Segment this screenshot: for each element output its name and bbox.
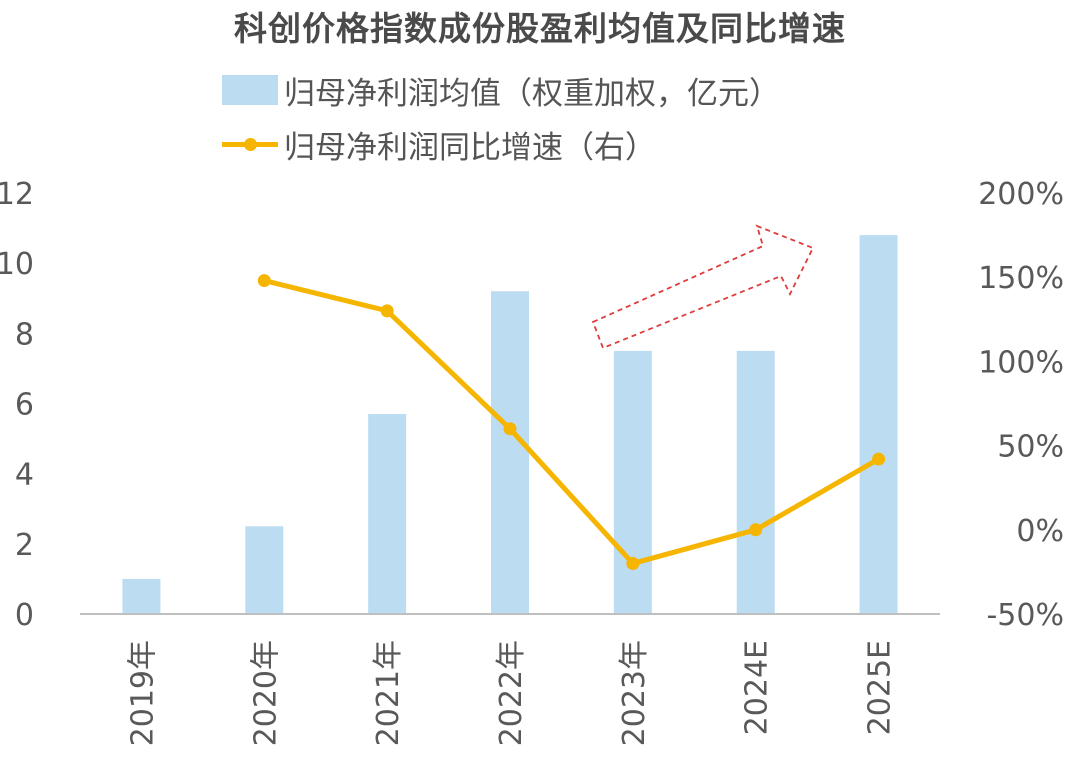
legend-item-bar: 归母净利润均值（权重加权，亿元）: [222, 68, 780, 112]
bar-2: [368, 414, 407, 614]
legend-bar-swatch: [222, 75, 278, 105]
bar-0: [122, 578, 161, 614]
y-right-tick-2: 50%: [997, 430, 1064, 465]
bar-6: [859, 235, 898, 614]
legend-item-line: 归母净利润同比增速（右）: [222, 122, 656, 166]
y-right-tick-4: 150%: [978, 261, 1064, 296]
line-point-5: [872, 452, 886, 466]
y-right-tick-3: 100%: [978, 345, 1064, 380]
x-tick-1: 2020年: [248, 640, 283, 746]
x-tick-5: 2024E: [740, 640, 775, 735]
x-tick-0: 2019年: [125, 640, 160, 746]
line-point-2: [503, 422, 517, 436]
bar-1: [245, 526, 284, 614]
y-left-tick-3: 6: [15, 388, 34, 423]
y-left-tick-1: 2: [15, 528, 34, 563]
y-left-tick-4: 8: [15, 317, 34, 352]
y-left-tick-5: 10: [0, 247, 34, 282]
bar-3: [491, 291, 529, 614]
line-point-3: [626, 556, 640, 570]
y-right-tick-5: 200%: [978, 177, 1064, 212]
line-point-0: [257, 274, 271, 288]
trend-arrow-annotation: [591, 224, 815, 350]
x-tick-6: 2025E: [863, 640, 898, 735]
x-tick-3: 2022年: [494, 640, 529, 746]
bar-5: [736, 350, 775, 614]
legend-bar-label: 归母净利润均值（权重加权，亿元）: [284, 75, 780, 112]
x-tick-2: 2021年: [371, 640, 406, 746]
legend-line-swatch: [222, 129, 278, 159]
y-right-tick-1: 0%: [1016, 514, 1064, 549]
line-point-1: [380, 304, 394, 318]
bar-4: [613, 350, 652, 614]
chart-title: 科创价格指数成份股盈利均值及同比增速: [234, 9, 846, 48]
x-tick-4: 2023年: [617, 640, 652, 746]
y-right-tick-0: -50%: [986, 598, 1064, 633]
legend-line-label: 归母净利润同比增速（右）: [284, 129, 656, 166]
line-point-4: [749, 523, 763, 537]
y-left-tick-2: 4: [15, 458, 34, 493]
line-series: [263, 278, 880, 566]
y-left-tick-6: 12: [0, 177, 34, 212]
y-left-tick-0: 0: [15, 598, 34, 633]
